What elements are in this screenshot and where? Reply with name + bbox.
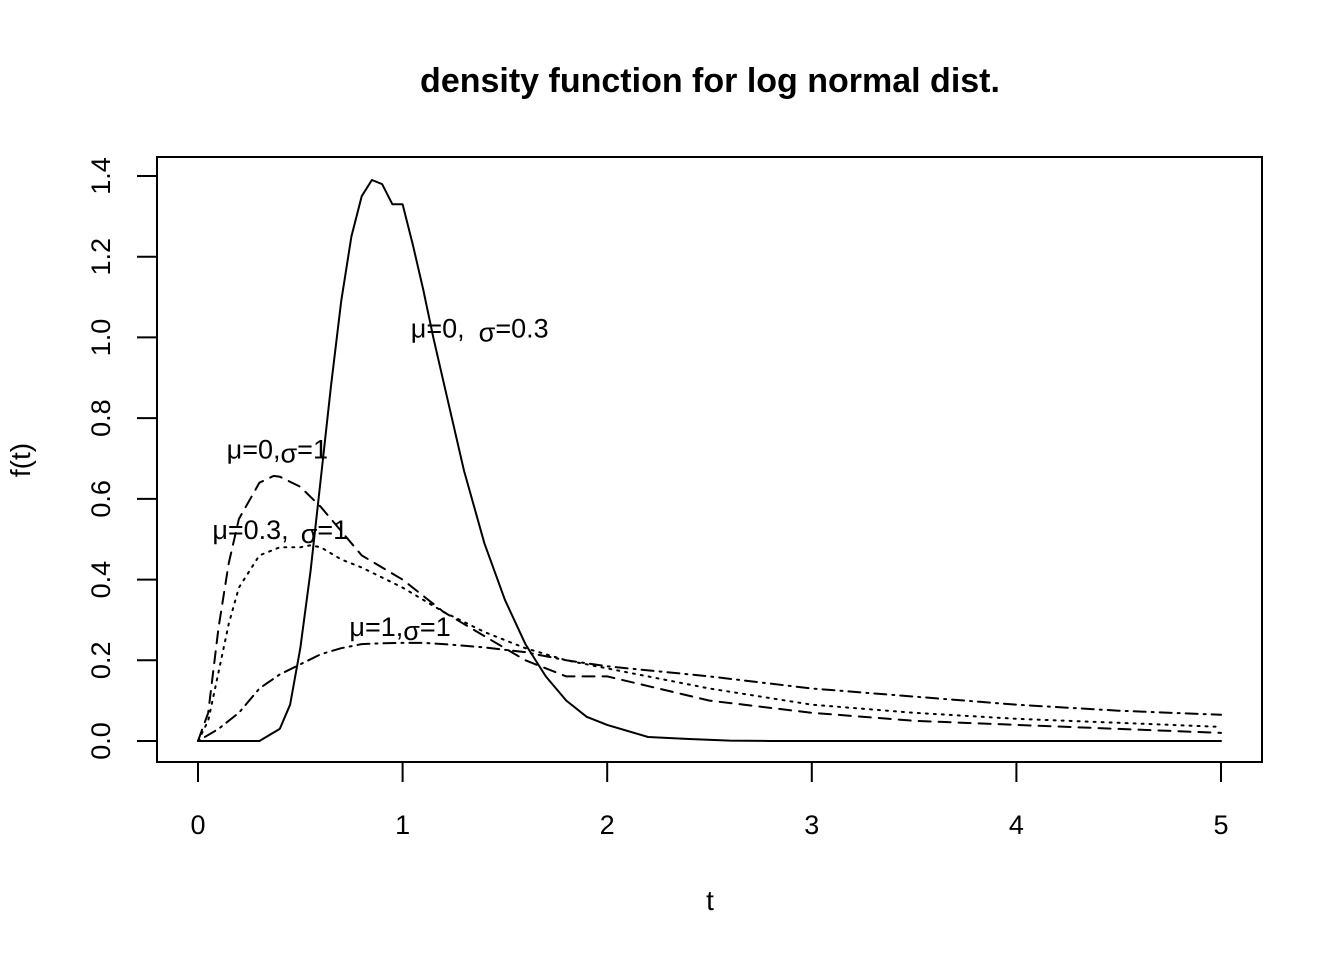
x-tick-label: 5 (1213, 810, 1228, 840)
y-axis: 0.0 0.2 0.4 0.6 0.8 1.0 1.2 1.4 (86, 157, 158, 760)
chart-title: density function for log normal dist. (420, 62, 1000, 100)
sigma-symbol: σ (403, 616, 420, 646)
mu-symbol: μ (349, 612, 365, 642)
y-tick-label: 1.4 (86, 157, 116, 195)
y-tick-label: 0.0 (86, 722, 116, 760)
series-line-solid (197, 179, 1222, 742)
y-tick-label: 1.2 (86, 238, 116, 276)
x-tick-label: 3 (804, 810, 819, 840)
y-tick-label: 0.6 (86, 480, 116, 518)
series-group (197, 179, 1222, 742)
x-tick-label: 4 (1009, 810, 1024, 840)
mu-symbol: μ (411, 313, 427, 343)
series-annotation: μ=0, σ=0.3 (411, 313, 549, 347)
series-annotation: μ=0.3, σ=1 (212, 515, 348, 549)
x-axis-label: t (706, 885, 714, 916)
sigma-symbol: σ (301, 519, 318, 549)
x-tick-label: 2 (600, 810, 615, 840)
mu-symbol: μ (212, 515, 228, 545)
y-tick-label: 0.2 (86, 642, 116, 680)
y-tick-label: 0.8 (86, 399, 116, 437)
series-line-dashed (197, 474, 1222, 742)
x-tick-label: 0 (190, 810, 205, 840)
series-annotation: μ=0,σ=1 (227, 435, 328, 469)
x-axis: 0 1 2 3 4 5 (190, 761, 1229, 840)
sigma-symbol: σ (281, 439, 298, 469)
annotations: μ=0, σ=0.3 μ=0,σ=1 μ=0.3, σ=1 μ=1,σ=1 (212, 313, 548, 646)
sigma-symbol: σ (479, 317, 496, 347)
y-tick-label: 1.0 (86, 319, 116, 357)
mu-symbol: μ (227, 435, 243, 465)
y-tick-label: 0.4 (86, 561, 116, 599)
series-line-dotdash (197, 641, 1222, 742)
y-axis-label: f(t) (5, 443, 36, 477)
series-line-dotted (197, 544, 1222, 742)
x-tick-label: 1 (395, 810, 410, 840)
series-annotation: μ=1,σ=1 (349, 612, 450, 646)
